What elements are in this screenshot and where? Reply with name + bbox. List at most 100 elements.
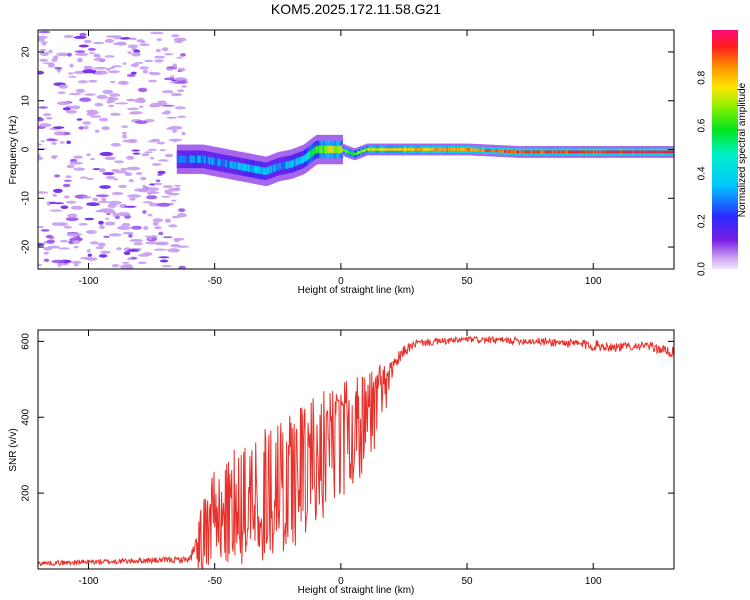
spectrogram-ridge-core xyxy=(310,150,313,158)
spectrogram-ridge-core xyxy=(261,167,265,175)
spectrogram-ridge-core xyxy=(656,150,660,154)
spectrogram-noise-blob xyxy=(63,195,70,199)
spectrogram-noise-blob xyxy=(172,63,178,68)
spectrogram-ridge-core xyxy=(502,149,505,153)
spectrogram-noise-blob xyxy=(38,30,51,34)
spectrogram-noise-blob xyxy=(142,184,147,189)
snr-panel: -100 -50 0 50 100 200 400 600 Height of straig… xyxy=(8,329,675,596)
spectrogram-noise-blob xyxy=(153,182,163,186)
x-tick-label: 50 xyxy=(461,576,473,587)
spectrogram-x-axis-label: Height of straight line (km) xyxy=(298,285,415,296)
spectrogram-ridge-core xyxy=(584,150,587,154)
spectrogram-noise-blob xyxy=(74,50,86,53)
spectrogram-ridge-core xyxy=(467,148,471,151)
spectrogram-noise-blob xyxy=(63,34,74,39)
spectrogram-noise-blob xyxy=(177,115,187,119)
spectrogram-ridge-core xyxy=(267,166,271,175)
spectrogram-noise-blob xyxy=(108,70,120,74)
spectrogram-ridge-core xyxy=(317,145,321,154)
colorbar-ticks: 0.0 0.2 0.4 0.6 0.8 xyxy=(697,70,708,276)
spectrogram-ridge-core xyxy=(576,150,580,154)
spectrogram-noise-blob xyxy=(144,59,154,63)
spectrogram-ridge-core xyxy=(361,149,365,153)
spectrogram-ridge-core xyxy=(252,165,256,173)
spectrogram-noise-blob xyxy=(102,89,114,94)
spectrogram-ridge-core xyxy=(570,150,574,154)
spectrogram-ridge-core xyxy=(453,148,457,151)
spectrogram-noise-blob xyxy=(89,115,102,118)
spectrogram-noise-blob xyxy=(65,110,78,114)
spectrogram-noise-blob xyxy=(38,143,43,146)
spectrogram-noise-blob xyxy=(171,215,181,219)
spectrogram-ridge-core xyxy=(198,155,201,163)
spectrogram-noise-blob xyxy=(111,264,120,268)
spectrogram-ridge-core xyxy=(528,150,531,154)
spectrogram-ridge-core xyxy=(463,148,466,151)
spectrogram-noise-blob xyxy=(124,205,137,208)
spectrogram-ridge-core xyxy=(622,150,625,154)
spectrogram-ridge-core xyxy=(387,148,390,151)
spectrogram-ridge-core xyxy=(382,148,386,151)
spectrogram-noise-blob xyxy=(142,201,153,204)
spectrogram-ridge-core xyxy=(511,150,515,154)
spectrogram-noise-blob xyxy=(157,100,167,103)
spectrogram-noise-blob xyxy=(51,222,59,226)
spectrogram-ridge-core xyxy=(293,159,296,167)
spectrogram-ridge-core xyxy=(369,148,372,151)
spectrogram-noise-blob xyxy=(73,245,79,249)
spectrogram-ridge-core xyxy=(667,150,670,154)
spectrogram-noise-blob xyxy=(164,53,174,56)
spectrogram-ridge-core xyxy=(423,148,427,151)
spectrogram-ridge-core xyxy=(452,148,455,151)
spectrogram-ridge-core xyxy=(311,149,315,157)
spectrogram-noise-blob xyxy=(148,71,154,74)
spectrogram-noise-blob xyxy=(140,40,146,44)
spectrogram-noise-blob xyxy=(88,52,95,55)
spectrogram-noise-blob xyxy=(100,250,111,254)
spectrogram-ridge-core xyxy=(298,157,301,165)
spectrogram-ridge-core xyxy=(555,150,558,154)
spectrogram-ridge-core xyxy=(493,149,496,153)
spectrogram-ridge-core xyxy=(399,148,402,151)
spectrogram-ridge-core xyxy=(201,155,204,163)
x-tick-label: -50 xyxy=(207,576,222,587)
spectrogram-ridge-core xyxy=(288,160,292,169)
spectrogram-ridge-core xyxy=(440,148,443,151)
spectrogram-noise-blob xyxy=(127,249,140,252)
spectrogram-ridge-core xyxy=(319,145,322,154)
spectrogram-ridge-core xyxy=(241,163,245,171)
spectrogram-ridge-core xyxy=(352,152,356,156)
spectrogram-noise-blob xyxy=(84,93,96,96)
spectrogram-ridge-core xyxy=(325,145,328,154)
spectrogram-ridge-core xyxy=(567,150,571,154)
snr-frame xyxy=(37,329,675,570)
spectrogram-noise-blob xyxy=(122,231,134,235)
spectrogram-noise-blob xyxy=(127,44,139,49)
spectrogram-ridge-core xyxy=(410,148,413,151)
spectrogram-ridge-core xyxy=(422,148,425,151)
spectrogram-noise-blob xyxy=(158,159,169,162)
spectrogram-noise-blob xyxy=(109,66,116,69)
spectrogram-noise-blob xyxy=(101,126,110,131)
spectrogram-ridge-core xyxy=(449,148,452,151)
spectrogram-ridge-core xyxy=(404,148,407,151)
spectrogram-noise-blob xyxy=(121,223,131,227)
spectrogram-ridge-core xyxy=(617,150,621,154)
spectrogram-ridge-core xyxy=(469,148,472,151)
spectrogram-noise-blob xyxy=(62,183,71,188)
spectrogram-noise-blob xyxy=(155,241,169,246)
spectrogram-noise-blob xyxy=(136,97,145,101)
spectrogram-ridge-core xyxy=(426,148,430,151)
x-tick-label: -50 xyxy=(207,276,222,287)
spectrogram-noise-blob xyxy=(161,104,175,107)
spectrogram-noise-blob xyxy=(82,196,92,199)
spectrogram-ridge-core xyxy=(564,150,568,154)
spectrogram-noise-blob xyxy=(153,248,167,251)
spectrogram-noise-blob xyxy=(105,175,115,180)
spectrogram-noise-blob xyxy=(161,195,171,198)
spectrogram-ridge-core xyxy=(437,148,440,151)
spectrogram-ridge-core xyxy=(263,167,266,175)
spectrogram-ridge-core xyxy=(370,148,374,151)
snr-marks xyxy=(38,335,674,569)
spectrogram-noise-blob xyxy=(150,31,164,35)
